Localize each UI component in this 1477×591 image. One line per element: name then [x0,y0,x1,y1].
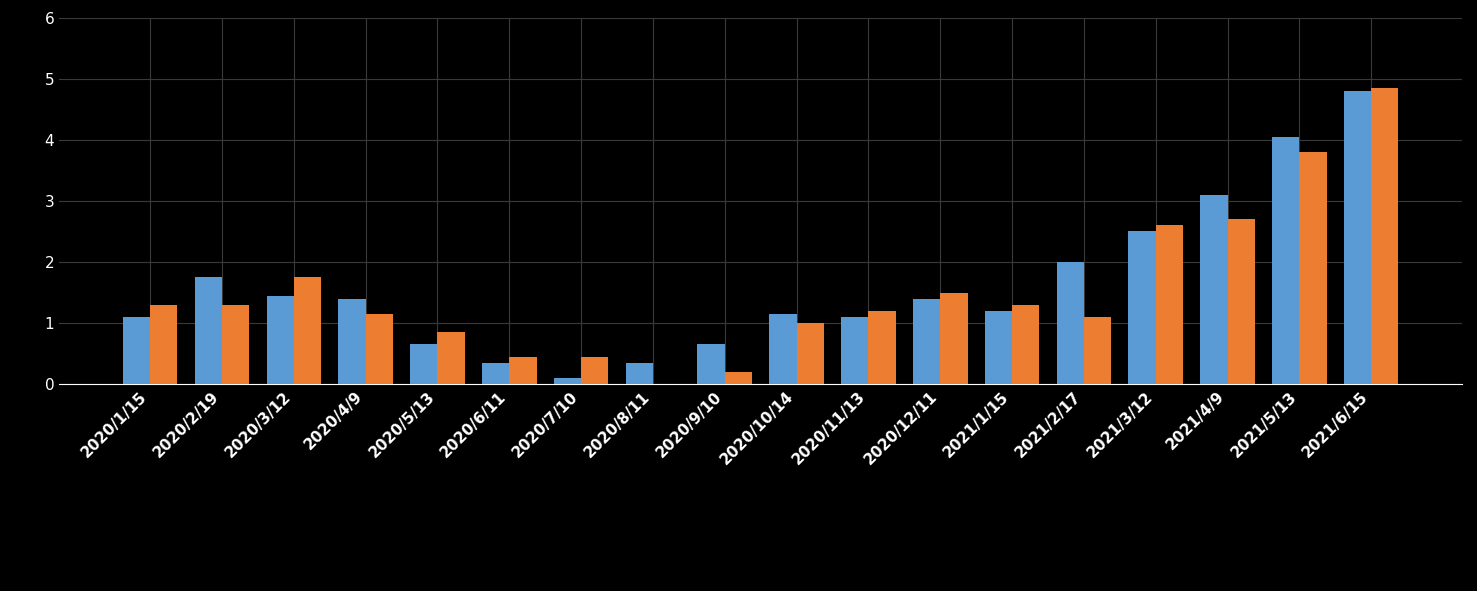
Bar [796,323,824,384]
Bar [1012,305,1040,384]
Bar [151,305,177,384]
Bar [482,363,510,384]
Bar [1300,152,1326,384]
Bar [510,356,536,384]
Bar [868,311,895,384]
Bar [1155,225,1183,384]
Bar [1272,137,1300,384]
Bar [626,363,653,384]
Bar [437,332,465,384]
Bar [985,311,1012,384]
Bar [913,298,941,384]
Bar [941,293,967,384]
Bar [1227,219,1255,384]
Bar [411,345,437,384]
Bar [1201,195,1227,384]
Bar [840,317,868,384]
Bar [338,298,366,384]
Bar [554,378,580,384]
Bar [1371,88,1399,384]
Bar [294,277,321,384]
Bar [770,314,796,384]
Bar [1128,232,1155,384]
Bar [1084,317,1111,384]
Bar [1056,262,1084,384]
Bar [266,296,294,384]
Bar [725,372,752,384]
Bar [697,345,725,384]
Bar [195,277,222,384]
Bar [366,314,393,384]
Bar [1344,91,1371,384]
Bar [123,317,151,384]
Bar [580,356,609,384]
Bar [222,305,250,384]
